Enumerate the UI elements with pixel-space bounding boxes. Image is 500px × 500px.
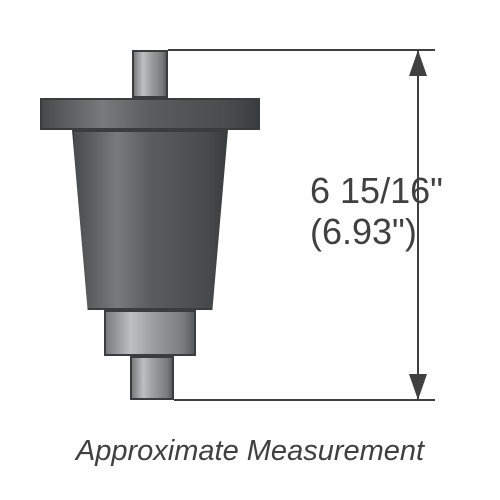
spindle-top-shaft bbox=[132, 50, 168, 98]
dimension-decimal: (6.93") bbox=[310, 211, 443, 252]
spindle-lower-step bbox=[104, 310, 196, 356]
dim-arrow-down-icon bbox=[409, 374, 427, 400]
spindle-bottom-shaft bbox=[130, 356, 174, 400]
caption: Approximate Measurement bbox=[0, 435, 500, 468]
dim-extension-top bbox=[168, 49, 435, 51]
dimension-fraction: 6 15/16" bbox=[310, 170, 443, 211]
dimension-label: 6 15/16"(6.93") bbox=[310, 170, 443, 253]
spindle-body bbox=[72, 130, 228, 310]
spindle-flange bbox=[40, 98, 260, 130]
dim-extension-bottom bbox=[174, 399, 435, 401]
dim-arrow-up-icon bbox=[409, 50, 427, 76]
